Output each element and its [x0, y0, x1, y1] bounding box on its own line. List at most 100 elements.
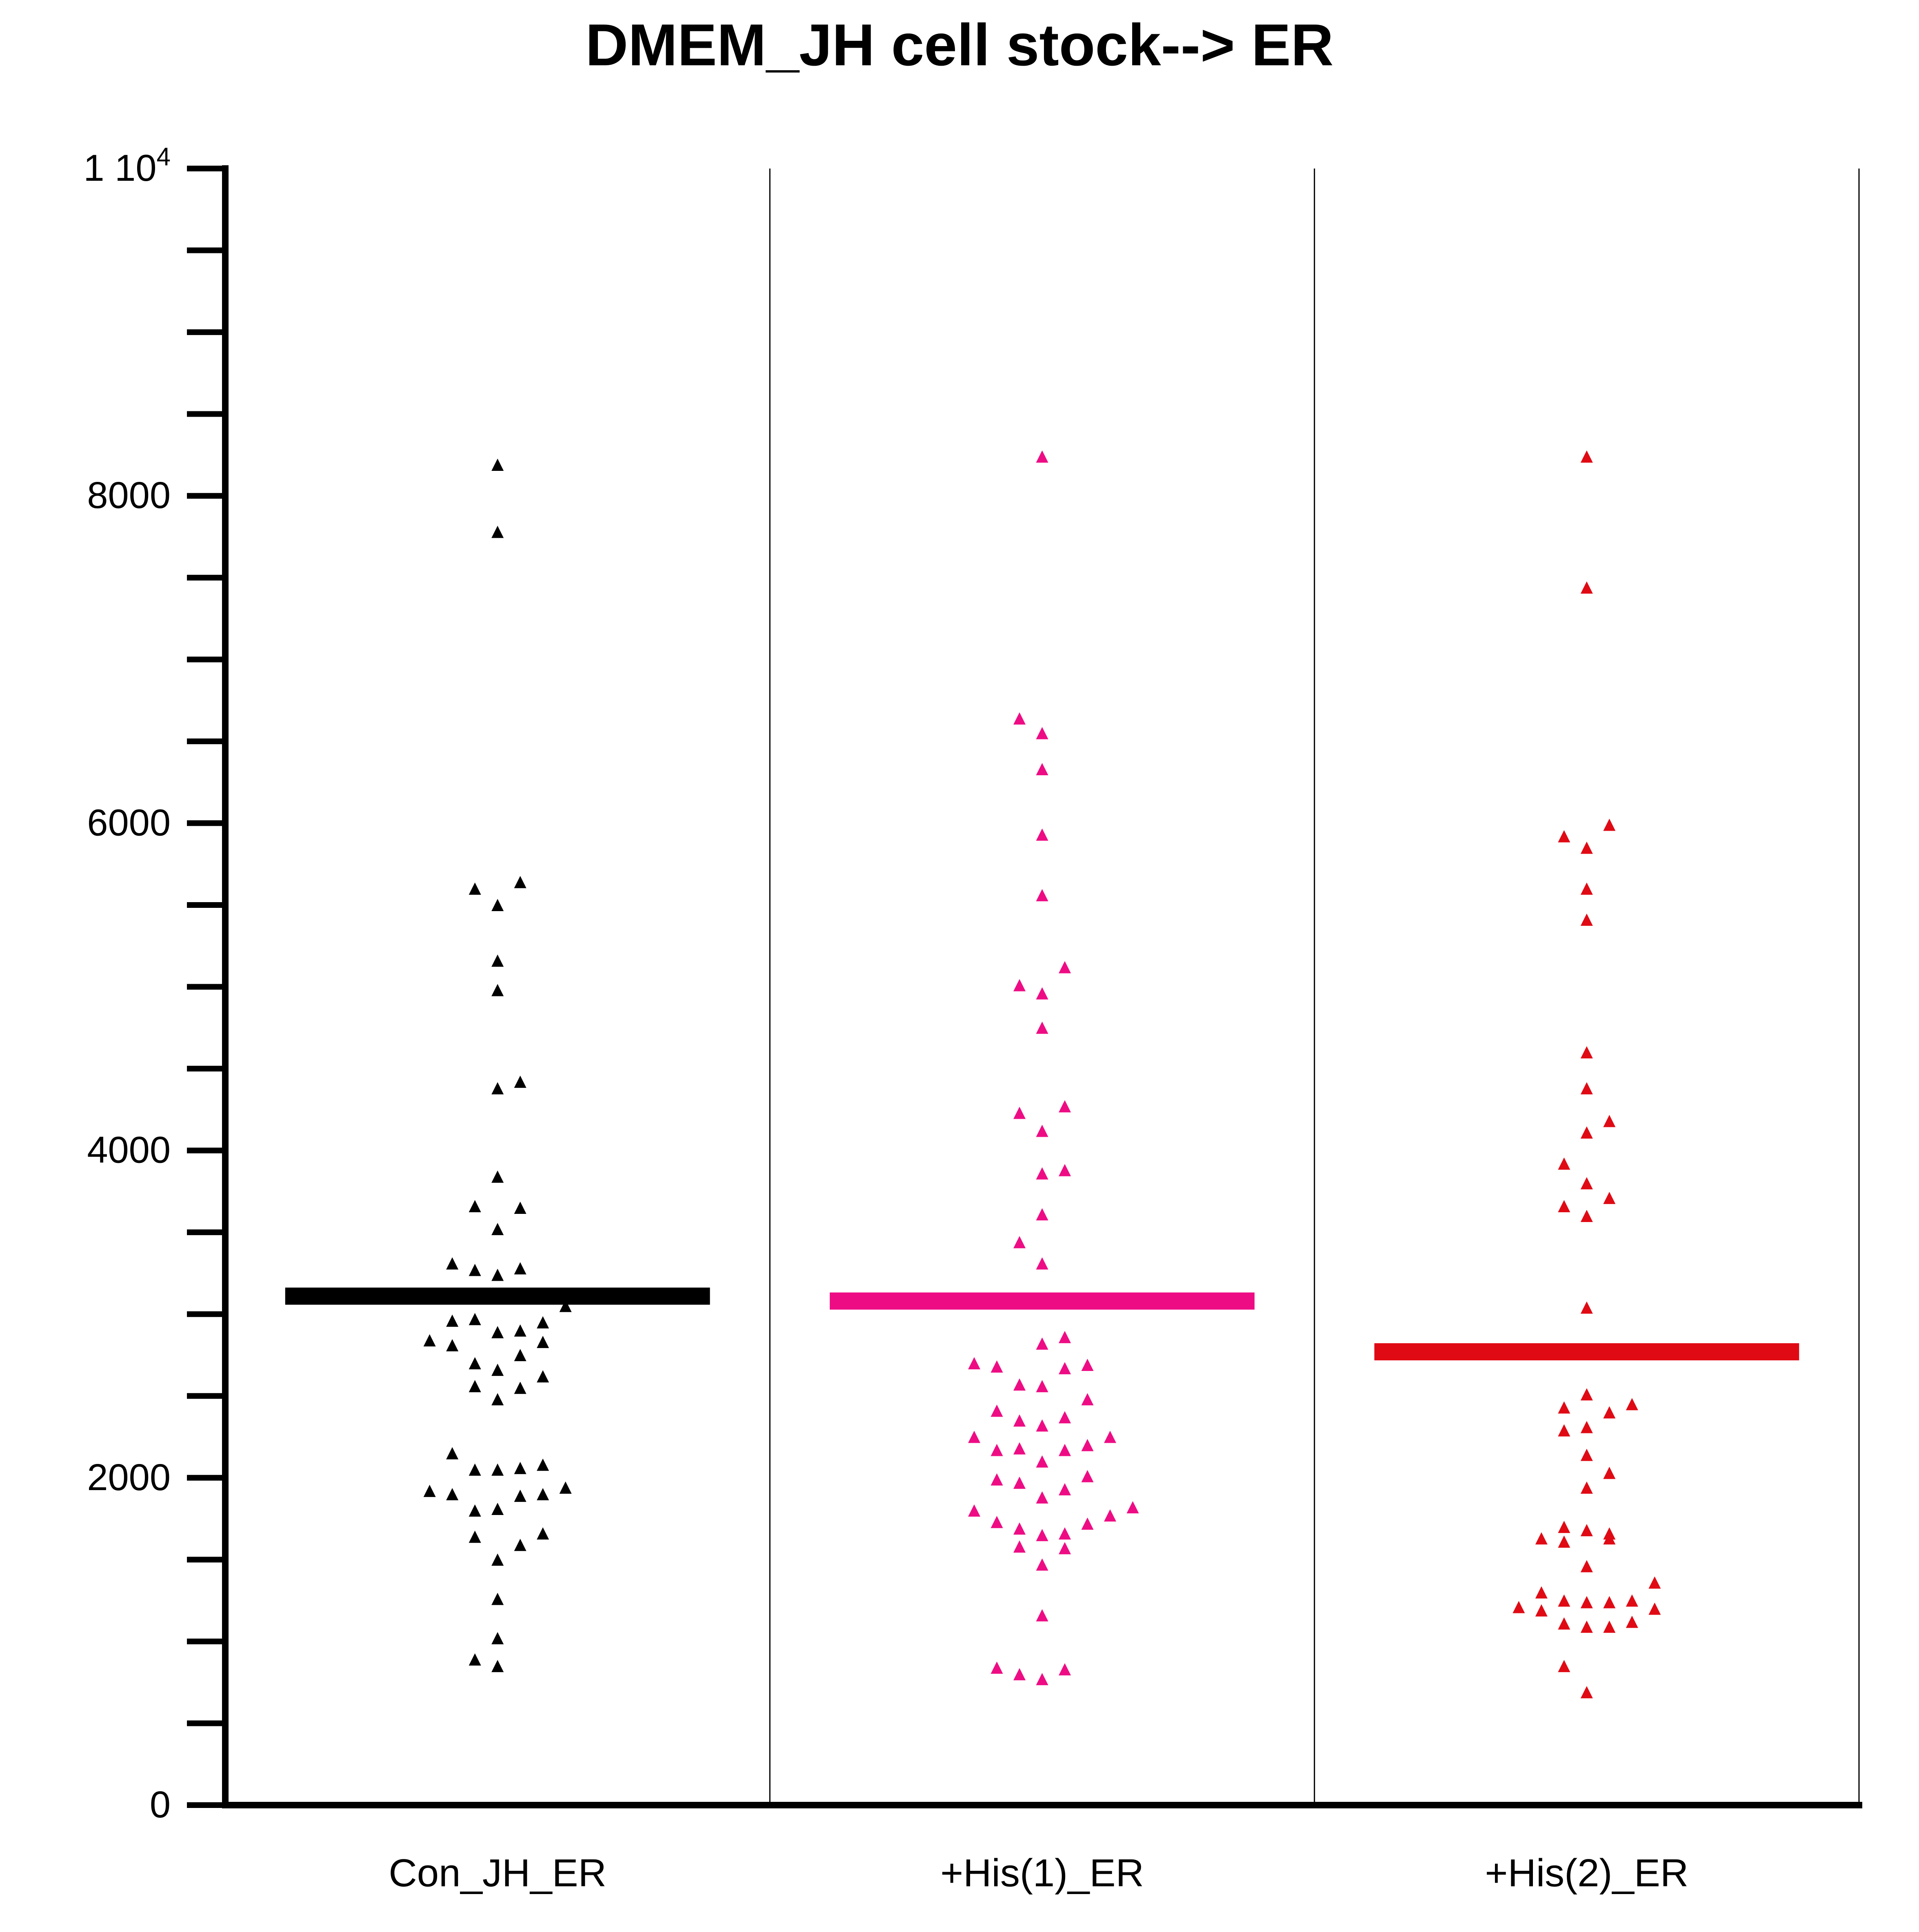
data-point — [469, 1531, 481, 1543]
data-point — [469, 1313, 481, 1325]
data-point — [491, 1632, 504, 1644]
data-point — [1013, 1522, 1026, 1535]
data-point — [1013, 1476, 1026, 1489]
data-point — [1513, 1601, 1525, 1613]
data-point — [991, 1473, 1003, 1486]
data-point — [1036, 889, 1048, 901]
data-point — [491, 984, 504, 996]
data-point — [1558, 1594, 1570, 1607]
data-point — [1535, 1586, 1548, 1599]
data-point — [1603, 1466, 1616, 1479]
data-point — [1036, 1491, 1048, 1504]
data-point — [446, 1339, 459, 1351]
data-point — [1535, 1532, 1548, 1545]
data-point — [491, 1463, 504, 1476]
data-point — [1059, 1411, 1071, 1424]
data-point — [1013, 712, 1026, 725]
data-point — [1603, 1406, 1616, 1419]
data-point — [1036, 1419, 1048, 1432]
data-point — [469, 1264, 481, 1276]
data-point — [1059, 1542, 1071, 1555]
data-point — [1558, 1401, 1570, 1414]
data-point — [1558, 1521, 1570, 1533]
data-point — [1013, 1378, 1026, 1391]
data-point — [1013, 1540, 1026, 1553]
data-point — [1603, 1191, 1616, 1204]
data-point — [537, 1370, 549, 1383]
y-tick-label: 8000 — [87, 475, 171, 516]
category-dividers — [769, 169, 1860, 1805]
data-point — [469, 1200, 481, 1212]
category-label: +His(1)_ER — [940, 1851, 1144, 1895]
data-point — [1580, 1301, 1593, 1314]
data-point — [1580, 1126, 1593, 1139]
data-point — [1013, 1668, 1026, 1681]
data-point — [1036, 727, 1048, 739]
data-point — [1603, 1115, 1616, 1127]
data-point — [1580, 1481, 1593, 1494]
data-point — [1603, 1620, 1616, 1633]
data-point — [1036, 1337, 1048, 1350]
data-point — [514, 1489, 526, 1502]
data-point — [1580, 1177, 1593, 1189]
data-point — [991, 1444, 1003, 1456]
data-point — [1059, 1527, 1071, 1540]
data-point — [1580, 914, 1593, 926]
data-point — [514, 1076, 526, 1088]
data-point — [491, 1503, 504, 1515]
data-point — [1603, 1596, 1616, 1608]
data-point — [1558, 1617, 1570, 1630]
data-point — [514, 876, 526, 888]
data-point — [1036, 763, 1048, 776]
data-point — [1036, 1609, 1048, 1621]
data-point — [1036, 1125, 1048, 1137]
data-point — [1036, 450, 1048, 463]
data-point — [1081, 1359, 1094, 1371]
data-point — [491, 1393, 504, 1406]
data-point — [1580, 1046, 1593, 1058]
data-points — [423, 450, 1661, 1699]
data-point — [1126, 1501, 1139, 1513]
data-point — [537, 1488, 549, 1500]
data-point — [514, 1324, 526, 1337]
category-label: +His(2)_ER — [1485, 1851, 1688, 1895]
data-point — [1081, 1517, 1094, 1530]
y-tick-label: 0 — [150, 1784, 171, 1826]
data-point — [491, 1660, 504, 1672]
data-point — [491, 954, 504, 967]
data-point — [1081, 1393, 1094, 1406]
data-point — [491, 1553, 504, 1566]
data-point — [968, 1357, 980, 1370]
data-point — [991, 1516, 1003, 1528]
data-point — [423, 1334, 436, 1346]
data-point — [514, 1539, 526, 1551]
data-point — [991, 1404, 1003, 1417]
data-point — [491, 526, 504, 538]
data-point — [1081, 1470, 1094, 1482]
data-point — [1059, 1362, 1071, 1375]
data-point — [469, 1380, 481, 1393]
data-point — [1036, 1455, 1048, 1468]
data-point — [1036, 828, 1048, 841]
y-tick-label: 2000 — [87, 1457, 171, 1498]
data-point — [1580, 1448, 1593, 1461]
data-point — [491, 1593, 504, 1605]
data-point — [1036, 1380, 1048, 1393]
data-point — [469, 1463, 481, 1476]
data-point — [1626, 1398, 1638, 1411]
chart-title: DMEM_JH cell stock--> ER — [585, 12, 1334, 78]
data-point — [1580, 1560, 1593, 1573]
data-point — [491, 1269, 504, 1281]
data-point — [446, 1257, 459, 1270]
data-point — [1603, 818, 1616, 831]
data-point — [1580, 1620, 1593, 1633]
data-point — [1081, 1439, 1094, 1451]
data-point — [491, 1326, 504, 1338]
data-point — [514, 1462, 526, 1474]
data-point — [991, 1360, 1003, 1373]
data-point — [491, 1364, 504, 1376]
data-point — [1580, 1524, 1593, 1537]
data-point — [991, 1661, 1003, 1674]
data-point — [537, 1316, 549, 1329]
